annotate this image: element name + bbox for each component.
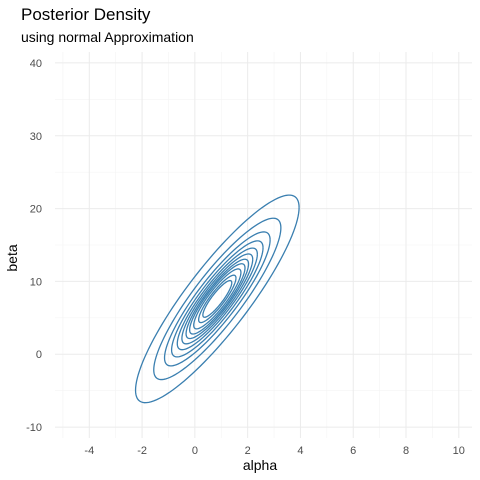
y-tick-label: -10 bbox=[26, 422, 42, 434]
x-axis-label: alpha bbox=[243, 457, 277, 473]
x-tick-label: 6 bbox=[350, 445, 356, 457]
x-tick-label: 4 bbox=[297, 445, 303, 457]
contour-line bbox=[176, 247, 258, 351]
chart-title: Posterior Density bbox=[21, 5, 151, 24]
x-tick-label: 2 bbox=[245, 445, 251, 457]
y-tick-label: 0 bbox=[36, 349, 42, 361]
contour-line bbox=[163, 231, 271, 367]
y-tick-label: 30 bbox=[30, 131, 42, 143]
contour-line bbox=[202, 279, 233, 318]
x-tick-label: 10 bbox=[453, 445, 465, 457]
contour-line bbox=[181, 253, 254, 345]
x-tick-label: 8 bbox=[403, 445, 409, 457]
contour-line bbox=[134, 194, 300, 404]
contour-line bbox=[170, 240, 264, 358]
chart-subtitle: using normal Approximation bbox=[21, 29, 194, 45]
y-tick-label: 10 bbox=[30, 276, 42, 288]
grid bbox=[55, 52, 472, 438]
x-tick-label: -2 bbox=[137, 445, 147, 457]
contour-line bbox=[197, 274, 237, 324]
x-tick-labels: -4 -2 0 2 4 6 8 10 bbox=[84, 445, 465, 457]
contour-lines bbox=[134, 194, 300, 404]
y-axis-label: beta bbox=[4, 244, 20, 271]
y-tick-label: 20 bbox=[30, 204, 42, 216]
y-tick-labels: -10 0 10 20 30 40 bbox=[26, 58, 42, 434]
contour-line bbox=[153, 217, 282, 381]
contour-line bbox=[193, 268, 242, 330]
x-tick-label: -4 bbox=[84, 445, 94, 457]
x-tick-label: 0 bbox=[192, 445, 198, 457]
y-tick-label: 40 bbox=[30, 58, 42, 70]
contour-line bbox=[188, 263, 246, 335]
contour-line bbox=[185, 258, 250, 340]
